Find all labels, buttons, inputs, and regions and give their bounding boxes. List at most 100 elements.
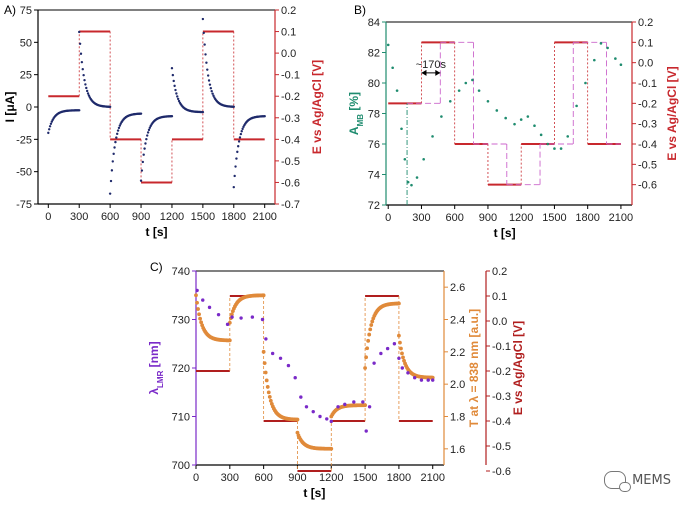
transmission-point bbox=[368, 327, 373, 332]
transmission-point bbox=[263, 370, 268, 375]
lmr-point bbox=[286, 363, 291, 368]
absorbance-point bbox=[448, 100, 452, 103]
panel-letter: B) bbox=[354, 3, 366, 17]
current-point bbox=[144, 142, 147, 145]
current-point bbox=[108, 105, 112, 109]
current-point bbox=[238, 136, 242, 139]
current-point bbox=[115, 136, 118, 139]
transmission-point bbox=[370, 319, 375, 324]
x-axis-tick-label: 1500 bbox=[191, 211, 215, 223]
absorbance-point bbox=[403, 157, 407, 161]
lmr-point bbox=[216, 312, 221, 317]
current-point bbox=[241, 127, 244, 131]
current-point bbox=[85, 86, 88, 90]
y2-axis-tick-label: 2.0 bbox=[450, 379, 465, 391]
absorbance-point bbox=[546, 142, 550, 146]
y-axis-tick-label: 84 bbox=[368, 17, 380, 29]
lmr-point bbox=[400, 366, 404, 370]
y2-axis-tick-label: 0.2 bbox=[281, 5, 296, 17]
current-point bbox=[48, 125, 52, 128]
absorbance-point bbox=[593, 58, 596, 62]
y2-axis-tick-label: -0.5 bbox=[638, 159, 657, 171]
x-axis-title: t [s] bbox=[494, 226, 516, 240]
y-axis-tick-label: 25 bbox=[20, 70, 32, 82]
current-point bbox=[114, 140, 117, 144]
x-axis-tick-label: 0 bbox=[385, 212, 391, 224]
transmission-point bbox=[295, 417, 300, 422]
current-point bbox=[147, 128, 151, 132]
transmission-point bbox=[329, 446, 334, 451]
y2-axis-tick-label: -0.2 bbox=[281, 91, 300, 103]
current-point bbox=[172, 79, 175, 83]
lmr-point bbox=[426, 378, 430, 382]
y2-axis-tick-label: -0.7 bbox=[281, 199, 300, 211]
lmr-point bbox=[239, 316, 243, 320]
lmr-point bbox=[325, 417, 329, 421]
x-axis-title: t [s] bbox=[146, 225, 168, 239]
lmr-point bbox=[367, 405, 372, 409]
x-axis-tick-label: 1800 bbox=[575, 212, 599, 224]
absorbance-point bbox=[619, 63, 623, 66]
transmission-point bbox=[363, 403, 367, 408]
y3-axis-tick-label: -0.1 bbox=[492, 341, 511, 353]
x-axis-tick-label: 1800 bbox=[222, 211, 246, 223]
current-point bbox=[170, 67, 174, 70]
current-point bbox=[206, 74, 210, 77]
y2-axis-tick-label: 2.6 bbox=[450, 282, 465, 294]
y2-axis-tick-label: -0.3 bbox=[281, 113, 300, 125]
y-axis-title: I [μA] bbox=[3, 92, 17, 123]
chat-bubbles-icon bbox=[604, 471, 632, 492]
lmr-point bbox=[260, 317, 265, 322]
y-axis-tick-label: 80 bbox=[368, 78, 380, 90]
annotation-arrowhead-right bbox=[435, 69, 441, 76]
current-point bbox=[170, 115, 174, 118]
absorbance-point bbox=[391, 66, 394, 70]
y2-axis-tick-label: -0.5 bbox=[281, 156, 300, 168]
x-axis-tick-label: 1200 bbox=[509, 212, 533, 224]
transmission-point bbox=[264, 378, 269, 383]
absorbance-point bbox=[526, 115, 530, 118]
transmission-point bbox=[199, 320, 204, 325]
current-point bbox=[210, 89, 213, 93]
current-point bbox=[237, 140, 241, 143]
y2-axis-tick-label: 0.1 bbox=[281, 27, 296, 39]
current-point bbox=[110, 169, 114, 172]
current-point bbox=[47, 131, 50, 135]
lmr-point bbox=[419, 378, 424, 382]
current-point bbox=[78, 30, 81, 34]
current-point bbox=[236, 150, 239, 154]
x-axis-tick-label: 600 bbox=[254, 472, 272, 484]
panel-letter: C) bbox=[150, 260, 163, 274]
watermark-text: MEMS bbox=[632, 472, 671, 488]
lmr-point bbox=[293, 376, 297, 380]
current-point bbox=[142, 153, 145, 156]
current-point bbox=[85, 89, 89, 93]
y2-axis-tick-label: -0.1 bbox=[281, 70, 300, 82]
current-point bbox=[212, 94, 215, 97]
panel-c: C) 0 300 600 900 1200 1500 1800 2100 700 710 720 730… bbox=[147, 260, 525, 500]
current-point bbox=[176, 95, 179, 98]
y2-axis-tick-label: 1.8 bbox=[450, 412, 465, 424]
current-point bbox=[82, 73, 85, 77]
transmission-point bbox=[367, 332, 372, 337]
x-axis-tick-label: 600 bbox=[101, 211, 119, 223]
absorbance-point bbox=[400, 127, 403, 131]
y2-axis-title: E vs Ag/AgCl [V] bbox=[310, 60, 324, 154]
x-axis-tick-label: 300 bbox=[221, 472, 239, 484]
absorbance-point bbox=[422, 157, 425, 161]
transmission-point bbox=[261, 349, 266, 354]
transmission-point bbox=[400, 351, 404, 356]
lmr-point bbox=[343, 402, 347, 407]
current-point bbox=[140, 169, 144, 172]
current-point bbox=[86, 92, 90, 95]
current-point bbox=[232, 185, 235, 189]
transmission-point bbox=[265, 385, 270, 389]
y2-axis-title: E vs Ag/AgCl [V] bbox=[665, 66, 679, 160]
lmr-point bbox=[379, 351, 383, 356]
absorbance-point bbox=[599, 42, 603, 45]
current-point bbox=[115, 132, 119, 136]
lmr-point bbox=[201, 298, 205, 302]
transmission-point bbox=[430, 375, 435, 380]
current-point bbox=[81, 68, 84, 71]
